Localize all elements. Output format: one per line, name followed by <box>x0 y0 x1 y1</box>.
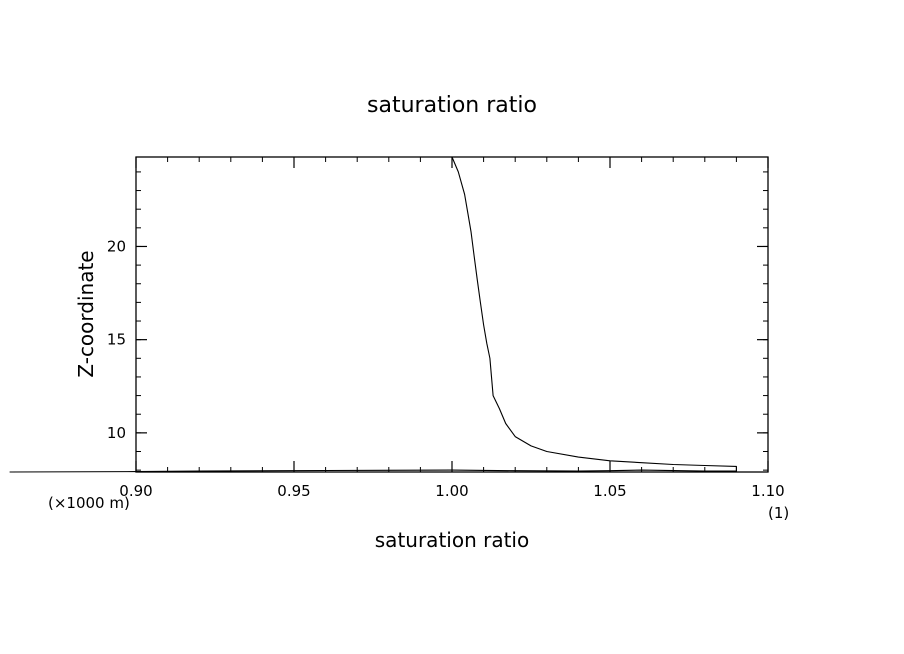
x-tick-label: 1.05 <box>593 482 626 500</box>
series-layer <box>9 156 737 473</box>
x-axis-label: saturation ratio <box>375 528 529 552</box>
series-line <box>9 156 737 473</box>
minor-ticks <box>135 157 769 472</box>
y-tick-labels: 10 15 20 <box>107 237 126 441</box>
y-axis-unit: (×1000 m) <box>48 494 130 512</box>
y-tick-label: 20 <box>107 237 126 255</box>
y-axis-label: Z-coordinate <box>74 250 98 377</box>
chart-title: saturation ratio <box>367 93 537 118</box>
x-tick-label: 1.00 <box>435 482 468 500</box>
plot-frame <box>135 156 769 473</box>
y-tick-label: 10 <box>107 424 126 442</box>
x-axis-unit: (1) <box>768 504 789 522</box>
x-tick-label: 0.95 <box>277 482 310 500</box>
x-tick-label: 1.10 <box>751 482 784 500</box>
y-tick-label: 15 <box>107 331 126 349</box>
major-ticks <box>135 157 769 472</box>
x-tick-label: 0.90 <box>119 482 152 500</box>
x-tick-labels: 0.90 0.95 1.00 1.05 1.10 <box>119 482 784 500</box>
